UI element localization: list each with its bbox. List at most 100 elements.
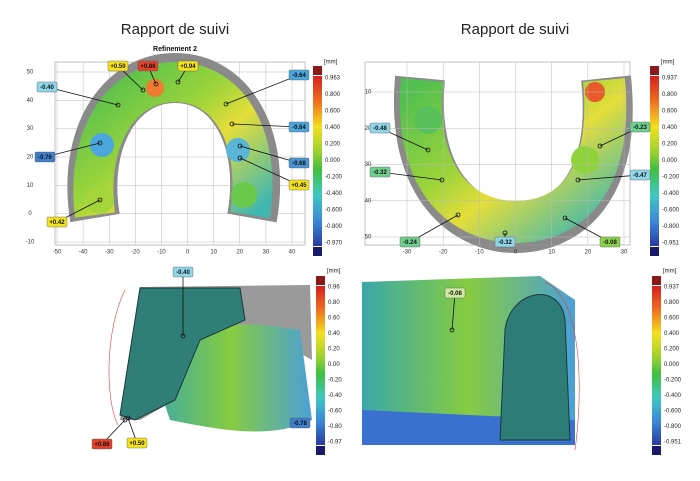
x-tick-label: -20: [131, 250, 140, 256]
x-tick-label: -50: [53, 250, 62, 256]
colorbar-label: -0.600: [664, 409, 682, 415]
callout-point: [180, 333, 186, 339]
colorbar-label: 0.600: [325, 109, 341, 115]
callout-point: [97, 197, 103, 203]
colorbar-label: -0.800: [325, 224, 343, 230]
callout-leader: [46, 86, 119, 106]
callout-label: -0.08: [448, 291, 462, 297]
callout-box: [288, 157, 310, 169]
colorbar-label: 0.40: [328, 331, 340, 337]
callout-label: -0.32: [373, 170, 387, 176]
colorbar-min: [650, 247, 659, 256]
callout-label: -0.48: [373, 126, 387, 132]
colorbar-label: -0.200: [664, 378, 682, 384]
colorbar-label: -0.600: [662, 208, 680, 214]
callout-label: -0.32: [498, 240, 512, 246]
tooth: [414, 106, 442, 134]
panel-top-right-art: [393, 75, 633, 254]
tooth: [226, 138, 250, 162]
callout-box: [36, 81, 58, 93]
colorbar-label: 0.00: [328, 362, 340, 368]
callout-label: +0.86: [94, 442, 110, 448]
colorbar: [652, 286, 661, 445]
x-tick-label: 20: [236, 250, 243, 256]
colorbar-label: -0.97: [328, 440, 342, 446]
y-tick-label: 20: [27, 155, 34, 161]
callout-box: [369, 122, 391, 134]
callout-label: -0.08: [603, 240, 617, 246]
colorbar: [316, 286, 325, 445]
callout-box: [91, 438, 113, 450]
colorbar-label: -0.970: [325, 241, 343, 247]
callout-point: [455, 212, 461, 218]
x-tick-label: 30: [621, 250, 628, 256]
colorbar-label: 0.937: [664, 285, 680, 291]
callout-point: [597, 143, 603, 149]
x-tick-label: 10: [548, 250, 555, 256]
colorbar-label: 0.000: [325, 158, 341, 164]
y-tick-label: 20: [365, 126, 372, 132]
callout-point: [439, 177, 445, 183]
callout-point: [229, 121, 235, 127]
callout-box: [629, 169, 651, 181]
panel-bottom-left-art: [108, 285, 312, 432]
callout-point: [449, 327, 455, 333]
colorbar-label: -0.20: [328, 378, 342, 384]
colorbar-label: 0.96: [328, 285, 340, 291]
callout-box: [177, 60, 199, 72]
callout-point: [115, 102, 121, 108]
callout-label: +0.50: [110, 64, 126, 70]
colorbar-label: 0.963: [325, 76, 341, 82]
colorbar-label: -0.400: [662, 191, 680, 197]
callout-leader: [225, 74, 300, 105]
callout-box: [288, 69, 310, 81]
attachment: [499, 294, 571, 441]
tooth: [90, 133, 114, 157]
colorbar-label: 0.800: [325, 92, 341, 98]
colorbar-label: 0.600: [662, 109, 678, 115]
colorbar-max: [313, 66, 322, 75]
colorbar-label: 0.200: [662, 142, 678, 148]
callout-point: [425, 147, 431, 153]
callout-label: -0.40: [176, 270, 190, 276]
panel-subtitle: Refinement 2: [153, 46, 197, 53]
x-tick-label: 0: [186, 250, 190, 256]
x-tick-label: 10: [210, 250, 217, 256]
callout-point: [125, 415, 131, 421]
callout-label: -0.68: [292, 161, 306, 167]
callout-box: [126, 437, 148, 449]
callout-point: [175, 79, 181, 85]
panel-bottom-right-art: [362, 276, 580, 451]
callout-label: +0.50: [129, 441, 145, 447]
callout-box: [494, 236, 516, 248]
colorbar-label: -0.800: [664, 424, 682, 430]
colorbar-max: [652, 276, 661, 285]
colorbar-label: 0.200: [664, 347, 680, 353]
x-tick-label: -20: [439, 250, 448, 256]
callout-point: [140, 87, 146, 93]
callout-label: -0.64: [292, 125, 306, 131]
x-tick-label: -10: [475, 250, 484, 256]
callout-box: [399, 236, 421, 248]
colorbar-label: 0.000: [664, 362, 680, 368]
x-tick-label: -40: [79, 250, 88, 256]
colorbar: [650, 76, 659, 246]
y-tick-label: 40: [27, 98, 34, 104]
colorbar-label: 0.400: [325, 125, 341, 131]
colorbar-label: -0.80: [328, 424, 342, 430]
callout-box: [599, 236, 621, 248]
colorbar-label: -0.60: [328, 409, 342, 415]
callout-label: +0.94: [180, 64, 196, 70]
outline: [108, 289, 126, 426]
callout-label: +0.45: [291, 183, 307, 189]
callout-box: [629, 121, 651, 133]
colorbar-label: 0.60: [328, 316, 340, 322]
callout-box: [288, 121, 310, 133]
colorbar-label: -0.200: [325, 175, 343, 181]
colorbar-label: -0.600: [325, 208, 343, 214]
callout-leader: [379, 171, 443, 181]
y-tick-label: 50: [27, 70, 34, 76]
colorbar-label: 0.800: [664, 300, 680, 306]
colorbar: [313, 76, 322, 246]
